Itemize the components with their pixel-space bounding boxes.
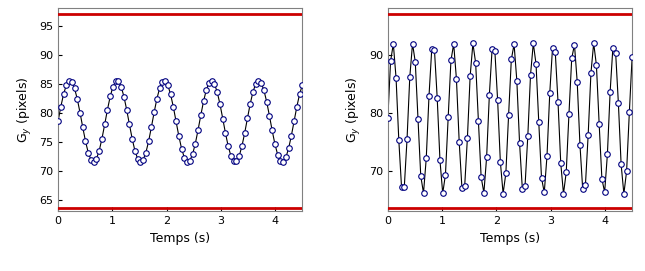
X-axis label: Temps (s): Temps (s) xyxy=(150,232,210,245)
Y-axis label: G$_y$ (pixels): G$_y$ (pixels) xyxy=(345,76,363,143)
X-axis label: Temps (s): Temps (s) xyxy=(480,232,540,245)
Y-axis label: G$_y$ (pixels): G$_y$ (pixels) xyxy=(15,76,34,143)
